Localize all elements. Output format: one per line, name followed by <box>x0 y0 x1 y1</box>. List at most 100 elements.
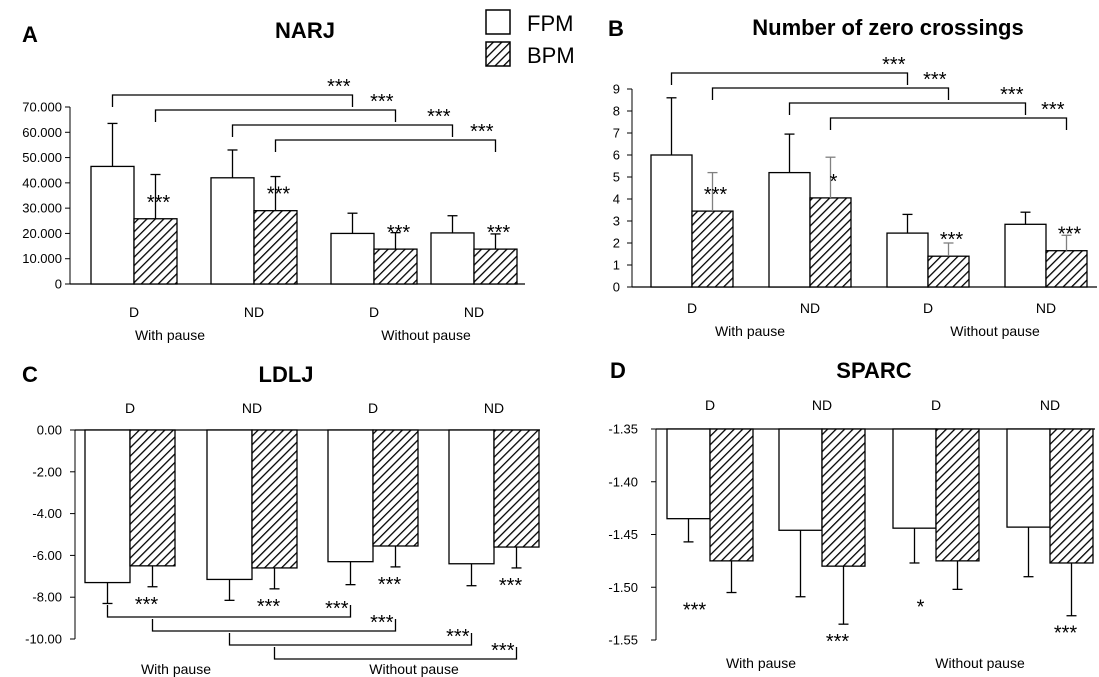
y-tick-label-b: 4 <box>613 192 620 207</box>
group-label-b: With pause <box>715 323 785 339</box>
comparison-bracket-c <box>151 619 397 632</box>
category-label-d: D <box>931 397 941 413</box>
category-label-a: D <box>129 304 139 320</box>
bar-bpm-c <box>372 429 419 547</box>
bar-bpm-d <box>935 428 980 562</box>
comparison-bracket-b <box>670 72 909 85</box>
significance-stars-b: * <box>830 171 838 193</box>
bar-bpm-d <box>1049 428 1094 564</box>
panel-letter-b: B <box>608 16 624 41</box>
bar-fpm-b <box>1004 223 1047 288</box>
chart-title-c: LDLJ <box>259 362 314 387</box>
category-label-a: D <box>369 304 379 320</box>
group-label-b: Without pause <box>950 323 1040 339</box>
y-tick-label-b: 3 <box>613 214 620 229</box>
legend-label-fpm: FPM <box>527 11 573 36</box>
y-tick-label-a: 50.000 <box>22 150 62 165</box>
panel-a-plot: 0 10.000 20.000 30.000 40.000 50.000 60.000 70.… <box>22 76 525 343</box>
bar-fpm-a <box>210 177 255 285</box>
significance-stars-b: *** <box>704 184 728 206</box>
y-tick-label-b: 5 <box>613 170 620 185</box>
legend-label-bpm: BPM <box>527 43 575 68</box>
comparison-bracket-a <box>274 139 497 152</box>
bar-fpm-d <box>892 428 937 529</box>
bar-fpm-a <box>330 232 375 285</box>
y-tick-label-a: 20.000 <box>22 226 62 241</box>
comparison-bracket-label-c: *** <box>370 612 394 634</box>
y-tick-label-a: 10.000 <box>22 251 62 266</box>
category-label-b: ND <box>1036 300 1056 316</box>
significance-stars-d: * <box>917 596 925 618</box>
y-tick-label-b: 2 <box>613 236 620 251</box>
group-label-a: With pause <box>135 327 205 343</box>
bar-fpm-c <box>84 429 131 584</box>
comparison-bracket-label-b: *** <box>882 54 906 76</box>
bar-fpm-d <box>1006 428 1051 528</box>
y-tick-label-d: -1.50 <box>608 580 638 595</box>
bar-bpm-b <box>691 210 734 288</box>
panel-b-plot: 0 1 2 3 4 5 6 7 8 9 D *** ND * D *** ND *** With pause With… <box>613 54 1097 339</box>
category-label-c: D <box>125 400 135 416</box>
significance-stars-c: *** <box>499 575 523 597</box>
panel-c-plot: 0.00 -2.00 -4.00 -6.00 -8.00 -10.00 D *** ND *** D… <box>25 400 540 677</box>
category-label-a: ND <box>244 304 264 320</box>
panel-d-plot: -1.35 -1.40 -1.45 -1.50 -1.55 D *** ND *** D * ND **… <box>608 397 1095 671</box>
y-tick-label-b: 0 <box>613 280 620 295</box>
y-tick-label-a: 30.000 <box>22 201 62 216</box>
comparison-bracket-label-a: *** <box>370 91 394 113</box>
bar-bpm-a <box>253 210 298 285</box>
y-tick-label-c: -4.00 <box>32 506 62 521</box>
bar-bpm-a <box>133 218 178 285</box>
category-label-b: ND <box>800 300 820 316</box>
legend: FPM BPM <box>485 9 575 68</box>
comparison-bracket-label-a: *** <box>427 106 451 128</box>
comparison-bracket-c <box>273 647 518 660</box>
bar-bpm-a <box>473 248 518 285</box>
y-tick-label-c: -6.00 <box>32 548 62 563</box>
category-label-c: ND <box>242 400 262 416</box>
bar-bpm-b <box>809 197 852 288</box>
significance-stars-a: *** <box>487 222 511 244</box>
significance-stars-c: *** <box>135 594 159 616</box>
y-tick-label-a: 70.000 <box>22 100 62 115</box>
bar-bpm-c <box>493 429 540 548</box>
group-label-d: With pause <box>726 655 796 671</box>
comparison-bracket-b <box>829 117 1068 130</box>
comparison-bracket-b <box>711 87 950 100</box>
comparison-bracket-c <box>106 605 352 618</box>
comparison-bracket-c <box>228 633 473 646</box>
category-label-c: ND <box>484 400 504 416</box>
bar-bpm-b <box>927 255 970 288</box>
category-label-d: ND <box>812 397 832 413</box>
category-label-a: ND <box>464 304 484 320</box>
y-tick-label-b: 8 <box>613 104 620 119</box>
legend-swatch-bpm <box>485 41 511 67</box>
significance-stars-a: *** <box>267 184 291 206</box>
significance-stars-d: *** <box>1054 623 1078 645</box>
comparison-bracket-a <box>154 109 397 122</box>
bar-bpm-b <box>1045 250 1088 288</box>
group-label-c: With pause <box>141 661 211 677</box>
comparison-bracket-label-c: *** <box>446 626 470 648</box>
category-label-b: D <box>923 300 933 316</box>
bar-fpm-c <box>327 429 374 563</box>
y-tick-label-d: -1.35 <box>608 422 638 437</box>
bar-bpm-c <box>251 429 298 569</box>
y-tick-label-b: 7 <box>613 126 620 141</box>
comparison-bracket-label-b: *** <box>1000 84 1024 106</box>
y-tick-label-a: 40.000 <box>22 175 62 190</box>
category-label-b: D <box>687 300 697 316</box>
y-tick-label-c: 0.00 <box>37 423 62 438</box>
panel-letter-d: D <box>610 358 626 383</box>
bar-fpm-d <box>666 428 711 520</box>
y-tick-label-d: -1.40 <box>608 474 638 489</box>
bar-bpm-d <box>821 428 866 567</box>
legend-swatch-fpm <box>485 9 511 35</box>
y-tick-label-d: -1.55 <box>608 633 638 648</box>
y-tick-label-c: -10.00 <box>25 632 62 647</box>
comparison-bracket-label-c: *** <box>491 640 515 662</box>
chart-title-b: Number of zero crossings <box>752 15 1023 40</box>
category-label-c: D <box>368 400 378 416</box>
category-label-d: D <box>705 397 715 413</box>
